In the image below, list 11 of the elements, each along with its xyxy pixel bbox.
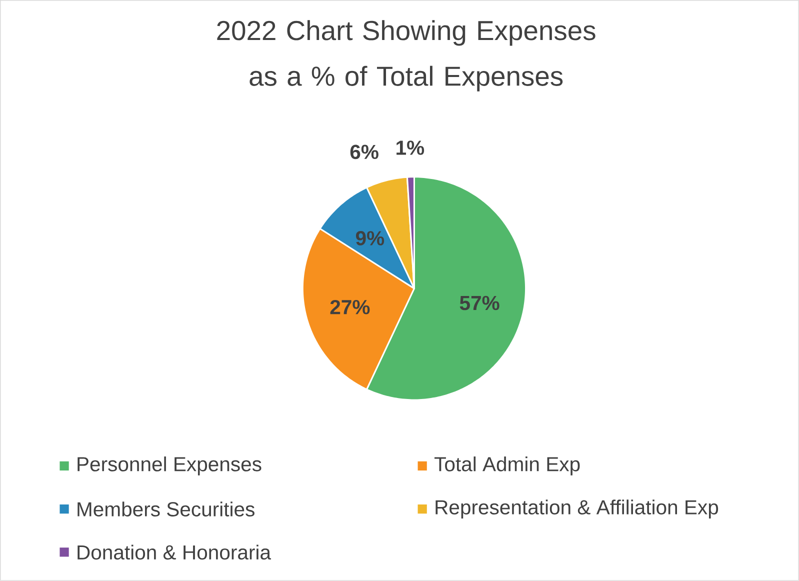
data-label: 1% [396,140,424,155]
data-label: 27% [330,300,370,314]
legend-label: Members Securities [78,502,254,517]
data-label: 9% [356,231,384,246]
chart-title: 2022 Chart Showing Expenses as a % of Total Expenses [217,20,596,92]
legend-label: Representation & Affiliation Exp [436,500,718,519]
data-label: 57% [460,296,500,310]
legend-label: Donation & Honoraria [78,544,272,560]
legend-label: Total Admin Exp [434,456,580,476]
legend-label: Personnel Expenses [78,456,262,476]
data-label: 6% [350,144,378,160]
